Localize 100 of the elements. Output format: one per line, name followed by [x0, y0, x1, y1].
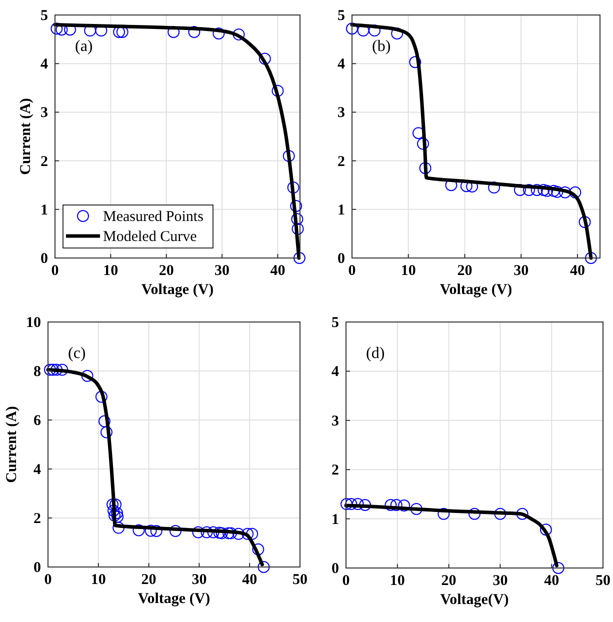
point — [106, 498, 119, 511]
point — [345, 498, 358, 510]
point — [346, 22, 358, 35]
point — [548, 184, 560, 197]
x-tick-label: 20 — [441, 573, 456, 589]
point — [391, 27, 404, 40]
point — [410, 502, 422, 515]
point — [150, 524, 162, 537]
point — [242, 528, 254, 540]
point — [252, 543, 264, 556]
point — [292, 222, 304, 235]
point — [438, 508, 450, 520]
point — [222, 527, 234, 540]
point — [541, 184, 554, 197]
y-tick-label: 4 — [34, 462, 42, 478]
point — [111, 507, 124, 520]
y-axis-title: Current (A) — [4, 406, 20, 483]
point — [419, 162, 432, 174]
x-tick-label: 20 — [457, 263, 472, 279]
y-tick-label: 0 — [338, 251, 345, 267]
x-tick-label: 50 — [292, 572, 308, 588]
x-tick-label: 10 — [390, 573, 405, 589]
point — [551, 186, 564, 198]
x-tick-label: 20 — [158, 263, 174, 279]
annotation: (c) — [68, 345, 86, 362]
x-axis-title: Voltage(V) — [440, 592, 509, 608]
point — [258, 52, 271, 65]
point — [47, 364, 60, 376]
point — [216, 527, 228, 540]
point — [488, 182, 500, 194]
y-tick-label: 0 — [332, 561, 339, 577]
point — [291, 213, 304, 226]
x-tick-label: 40 — [270, 263, 286, 279]
y-tick-label: 0 — [40, 251, 48, 267]
point — [584, 252, 597, 264]
point — [552, 562, 564, 574]
point — [282, 150, 295, 162]
x-tick-label: 10 — [103, 263, 118, 279]
point — [352, 498, 364, 510]
point — [468, 508, 480, 520]
point — [540, 524, 552, 536]
y-tick-label: 10 — [26, 315, 41, 331]
x-tick-label: 40 — [242, 572, 258, 588]
point — [170, 524, 182, 537]
point — [417, 138, 430, 150]
y-axis-title: Current (A) — [18, 98, 34, 175]
point — [95, 390, 108, 403]
point — [50, 364, 63, 376]
point — [112, 522, 125, 534]
point — [200, 526, 213, 538]
point — [213, 526, 226, 539]
x-tick-label: 40 — [544, 573, 560, 589]
x-tick-label: 10 — [90, 572, 106, 588]
point — [516, 508, 528, 520]
point — [287, 182, 300, 194]
y-tick-label: 3 — [40, 105, 48, 122]
y-tick-label: 3 — [338, 105, 345, 122]
point — [578, 216, 591, 228]
point — [98, 415, 110, 428]
x-tick-label: 30 — [192, 572, 207, 588]
point — [192, 526, 204, 538]
x-tick-label: 50 — [596, 573, 610, 589]
point — [224, 527, 237, 540]
x-tick-label: 30 — [514, 263, 529, 279]
annotation: (d) — [366, 345, 385, 362]
point — [56, 364, 68, 376]
point — [132, 524, 145, 536]
point — [144, 524, 157, 537]
y-tick-label: 4 — [332, 364, 340, 380]
point — [44, 364, 56, 376]
point — [108, 510, 121, 522]
legend-label: Modeled Curve — [103, 229, 198, 245]
point — [50, 22, 63, 35]
x-tick-label: 30 — [214, 263, 230, 279]
point — [232, 528, 245, 540]
point — [293, 252, 306, 264]
y-tick-label: 2 — [338, 154, 345, 170]
y-tick-label: 3 — [332, 413, 339, 430]
x-tick-label: 0 — [51, 263, 59, 279]
legend-label: Measured Points — [103, 209, 204, 225]
x-tick-label: 40 — [570, 263, 585, 279]
annotation: (b) — [372, 38, 391, 55]
y-tick-label: 8 — [34, 364, 41, 380]
point — [538, 184, 550, 196]
point — [272, 84, 284, 97]
point — [112, 510, 124, 523]
y-tick-label: 6 — [34, 413, 42, 429]
point — [522, 184, 535, 196]
y-tick-label: 1 — [332, 512, 339, 528]
point — [359, 499, 372, 512]
x-tick-label: 20 — [141, 572, 156, 588]
y-tick-label: 2 — [40, 154, 48, 170]
y-tick-label: 5 — [338, 8, 345, 24]
point — [212, 27, 225, 40]
point — [110, 498, 122, 511]
y-tick-label: 4 — [338, 56, 346, 73]
y-tick-label: 1 — [40, 202, 48, 218]
y-tick-label: 5 — [40, 8, 48, 24]
point — [290, 200, 302, 212]
point — [409, 56, 422, 68]
